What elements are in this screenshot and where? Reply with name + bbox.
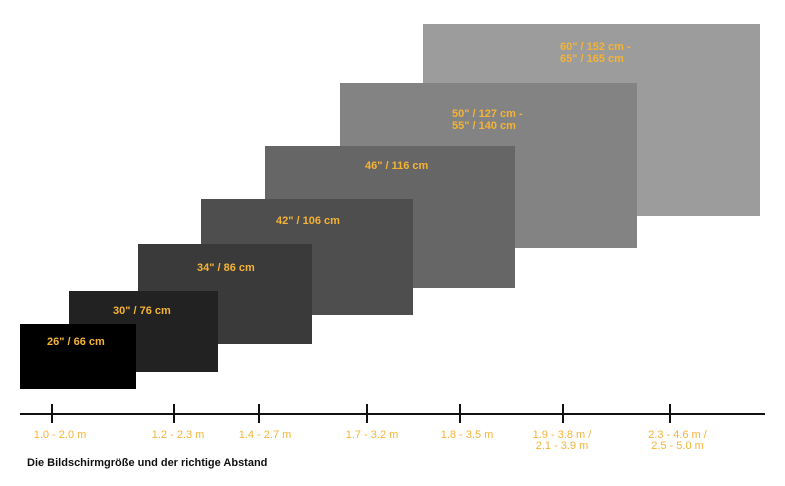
axis-tick — [459, 404, 461, 423]
axis-tick — [51, 404, 53, 423]
screen-label: 34" / 86 cm — [197, 262, 255, 274]
screen-label: 50" / 127 cm - 55" / 140 cm — [452, 108, 523, 132]
axis-tick — [173, 404, 175, 423]
distance-label: 1.9 - 3.8 m / 2.1 - 3.9 m — [532, 429, 592, 452]
axis-tick — [562, 404, 564, 423]
distance-label: 1.0 - 2.0 m — [33, 429, 87, 441]
screen-label: 26" / 66 cm — [47, 336, 105, 348]
screen-label: 46" / 116 cm — [365, 160, 429, 172]
screen-26-inch — [20, 324, 136, 389]
screen-label: 60" / 152 cm - 65" / 165 cm — [560, 41, 631, 65]
distance-axis — [20, 413, 765, 415]
screen-label: 42" / 106 cm — [276, 215, 340, 227]
distance-label: 1.7 - 3.2 m — [345, 429, 399, 441]
distance-label: 2.3 - 4.6 m / 2.5 - 5.0 m — [648, 429, 707, 452]
caption: Die Bildschirmgröße und der richtige Abs… — [27, 457, 268, 469]
distance-label: 1.2 - 2.3 m — [151, 429, 205, 441]
axis-tick — [366, 404, 368, 423]
screen-label: 30" / 76 cm — [113, 305, 171, 317]
axis-tick — [669, 404, 671, 423]
distance-label: 1.4 - 2.7 m — [238, 429, 292, 441]
distance-label: 1.8 - 3.5 m — [440, 429, 494, 441]
axis-tick — [258, 404, 260, 423]
